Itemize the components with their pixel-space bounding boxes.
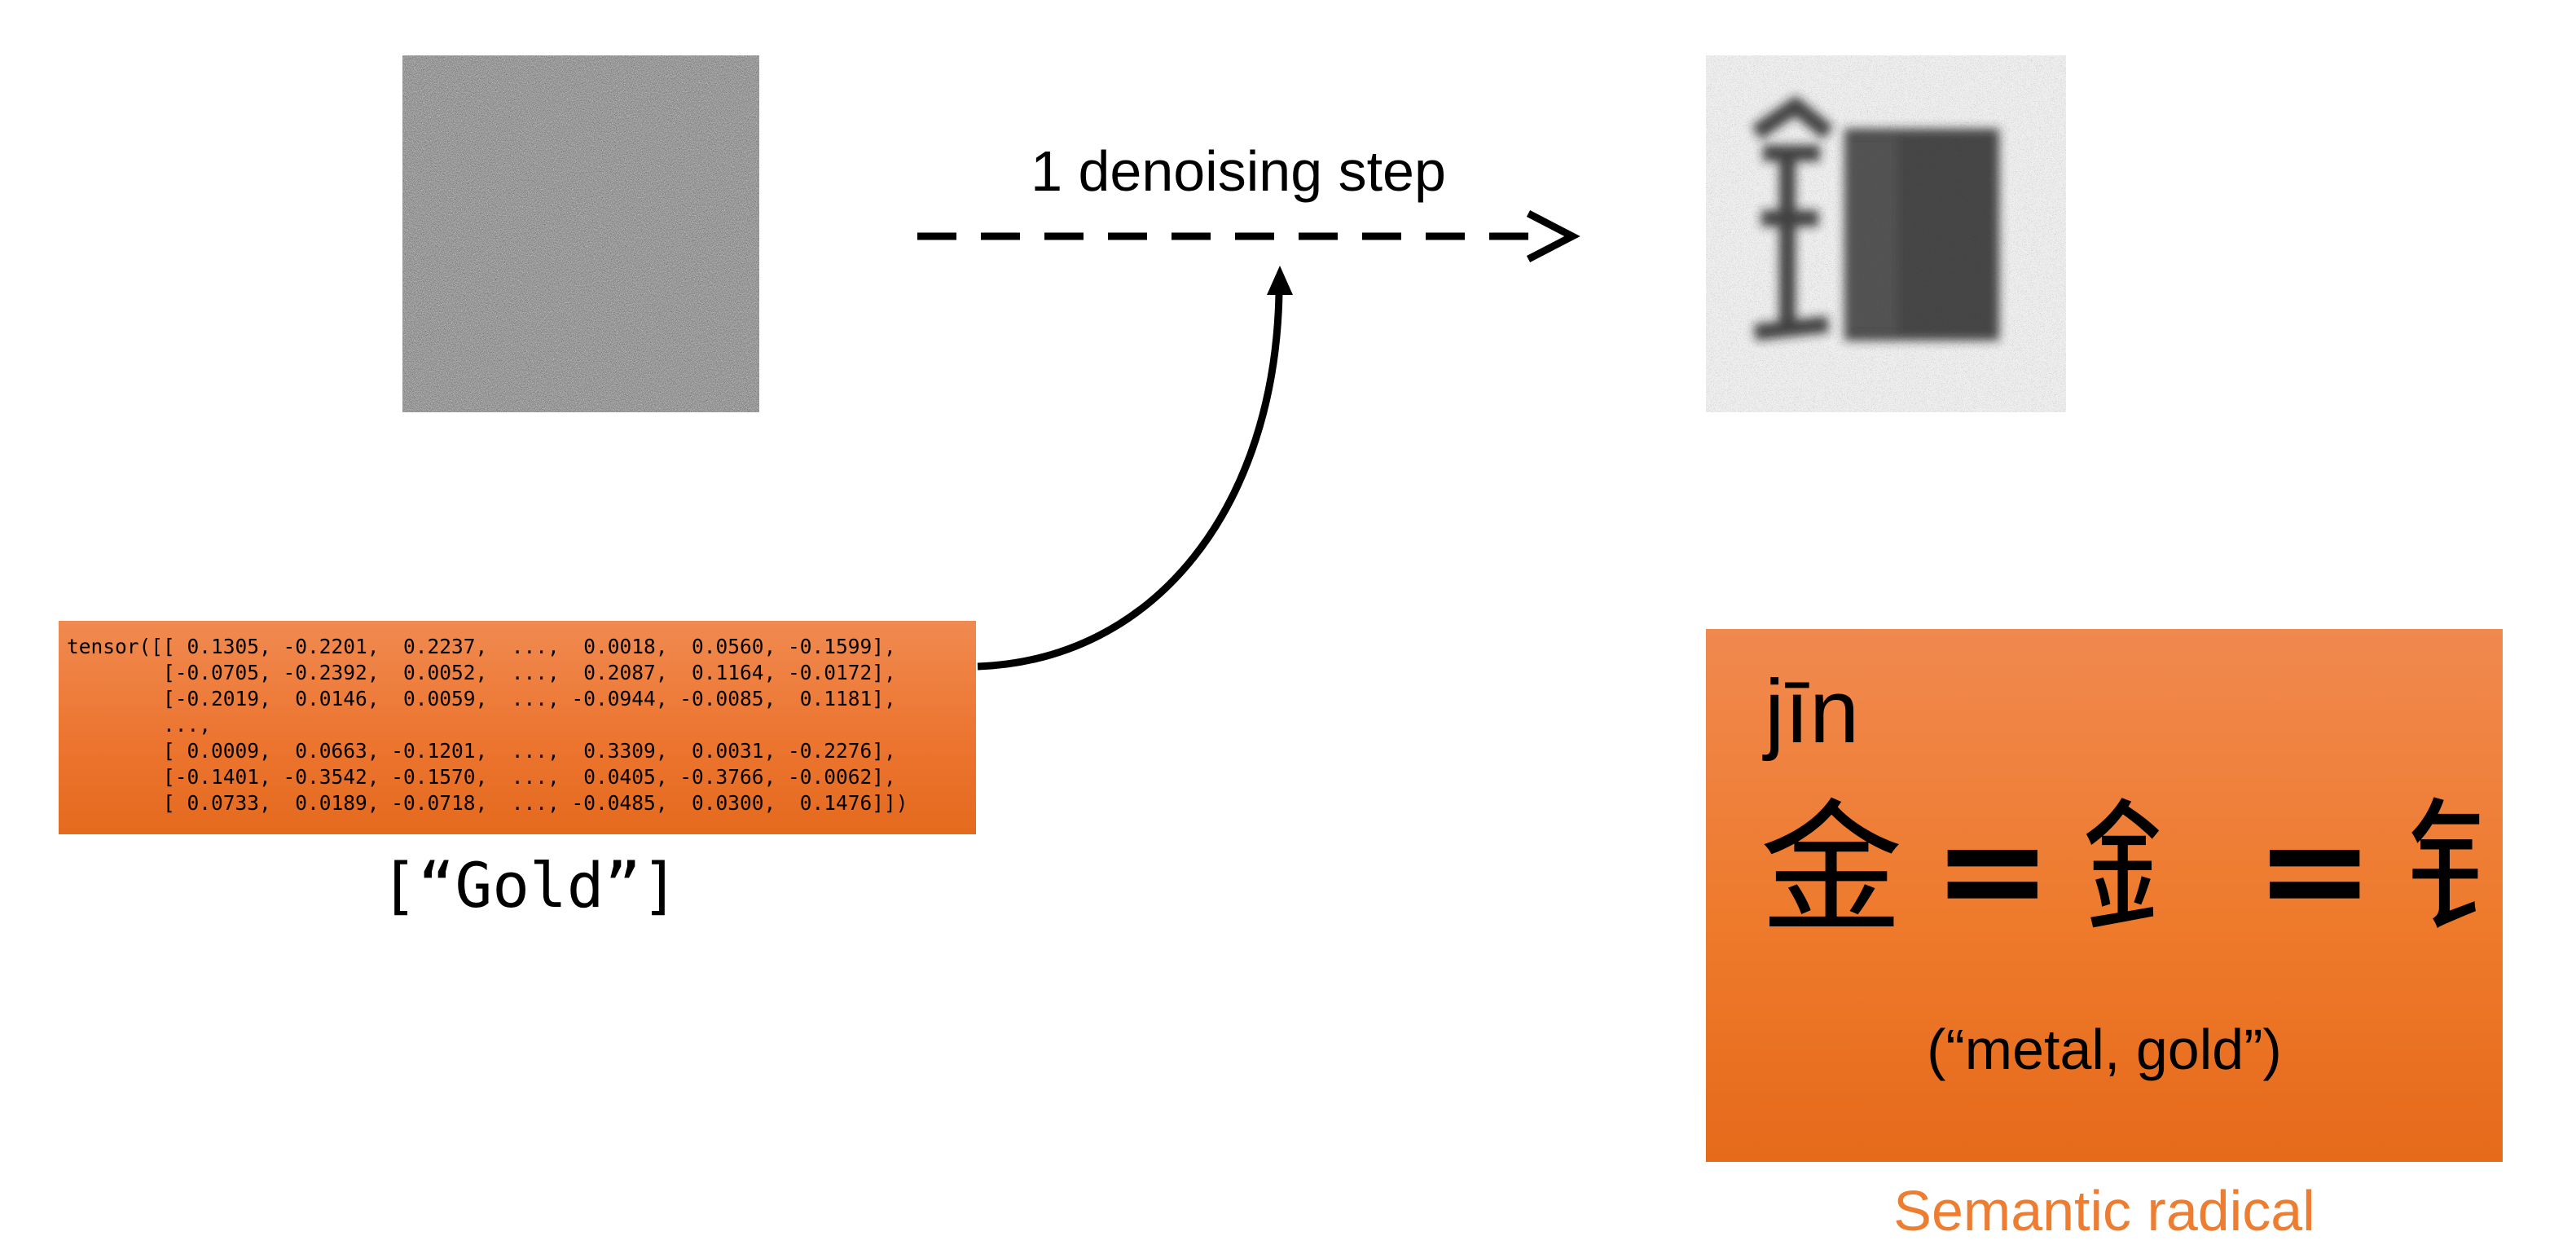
dashed-arrow-head bbox=[1526, 210, 1580, 262]
equals-sign-2: = bbox=[2254, 786, 2375, 953]
noise-pattern bbox=[402, 55, 759, 412]
char-simplified: 钅 bbox=[2403, 786, 2547, 953]
denoised-glyph-pattern bbox=[1706, 55, 2066, 412]
denoised-image bbox=[1706, 55, 2066, 412]
noise-image bbox=[402, 55, 759, 412]
tensor-text: tensor([[ 0.1305, -0.2201, 0.2237, ..., … bbox=[67, 635, 908, 815]
char-full: 金 bbox=[1760, 786, 1904, 953]
conditioning-arrow-head bbox=[1267, 266, 1293, 295]
pinyin-label: jīn bbox=[1765, 662, 1860, 762]
equals-sign-1: = bbox=[1932, 786, 2053, 953]
radical-gloss: (“metal, gold”) bbox=[1927, 1018, 2282, 1081]
denoising-step-label: 1 denoising step bbox=[1031, 139, 1446, 203]
text-embedding-tensor: tensor([[ 0.1305, -0.2201, 0.2237, ..., … bbox=[59, 621, 976, 834]
char-side-form: 釒 bbox=[2081, 786, 2226, 953]
radical-box bbox=[1706, 629, 2503, 1162]
radical-characters: 金 = 釒 = 钅 bbox=[1760, 798, 2547, 942]
prompt-label: [“Gold”] bbox=[380, 849, 679, 922]
semantic-radical-caption: Semantic radical bbox=[1893, 1179, 2315, 1243]
conditioning-curve-arrow bbox=[977, 293, 1283, 671]
